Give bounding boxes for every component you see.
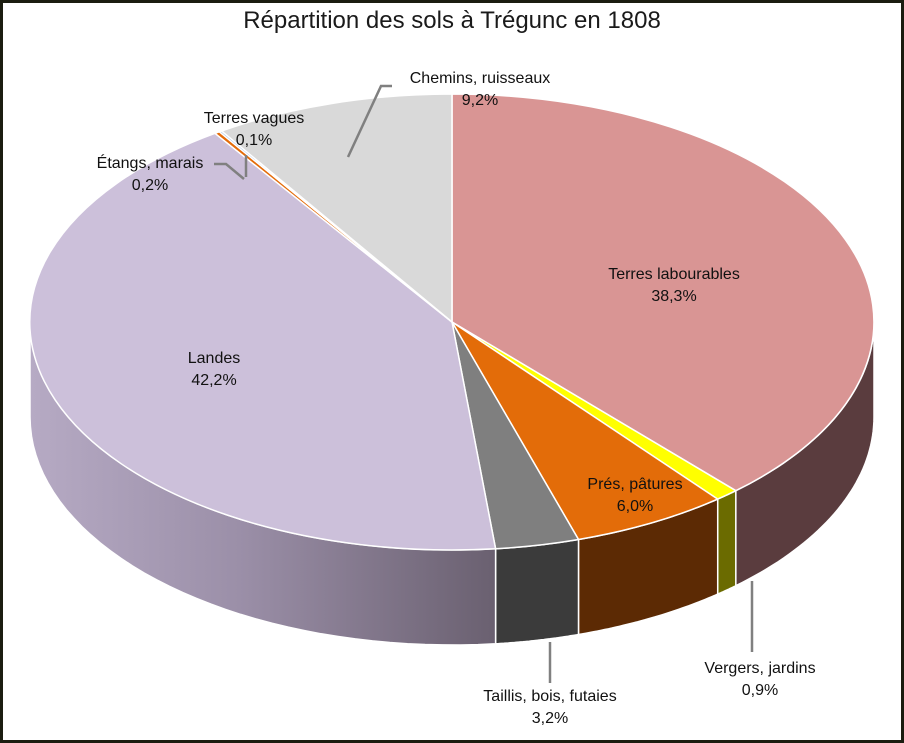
label-pct: 0,2% bbox=[131, 177, 169, 194]
pie-slice-terres-labourables bbox=[451, 93, 875, 492]
label-terres-labourables: Terres labourables 38,3% bbox=[608, 264, 740, 308]
leader-line-chemins bbox=[346, 84, 392, 158]
label-pres-patures: Prés, pâtures 6,0% bbox=[587, 474, 682, 518]
label-name: Chemins, ruisseaux bbox=[409, 70, 551, 87]
label-name: Vergers, jardins bbox=[704, 660, 816, 677]
pie-slice-chemins-ruisseaux bbox=[220, 93, 453, 323]
label-pct: 38,3% bbox=[651, 288, 697, 305]
pie-slice-prés-pâtures bbox=[451, 321, 719, 541]
label-name: Étangs, marais bbox=[96, 155, 204, 172]
pie-top-faces bbox=[29, 93, 875, 551]
label-name: Taillis, bois, futaies bbox=[483, 688, 617, 705]
label-pct: 6,0% bbox=[616, 498, 654, 515]
label-pct: 42,2% bbox=[191, 372, 237, 389]
label-landes: Landes 42,2% bbox=[188, 348, 241, 392]
label-name: Terres labourables bbox=[608, 266, 740, 283]
label-vergers-jardins: Vergers, jardins 0,9% bbox=[704, 658, 815, 702]
label-terres-vagues: Terres vagues 0,1% bbox=[204, 108, 305, 152]
label-taillis: Taillis, bois, futaies 3,2% bbox=[483, 686, 616, 730]
label-pct: 0,1% bbox=[235, 132, 273, 149]
pie-side-walls bbox=[29, 321, 875, 646]
label-name: Terres vagues bbox=[203, 110, 305, 127]
label-name: Landes bbox=[187, 350, 241, 367]
label-etangs-marais: Étangs, marais 0,2% bbox=[97, 153, 204, 197]
leader-lines bbox=[214, 84, 754, 683]
pie-side-3 bbox=[494, 538, 580, 645]
pie-slice-landes bbox=[29, 132, 497, 551]
label-pct: 9,2% bbox=[461, 92, 499, 109]
leader-line-etangs bbox=[214, 162, 245, 180]
pie-side-1 bbox=[716, 489, 737, 596]
label-chemins-ruisseaux: Chemins, ruisseaux 9,2% bbox=[410, 68, 551, 112]
label-pct: 3,2% bbox=[531, 710, 569, 727]
chart-title: Répartition des sols à Trégunc en 1808 bbox=[243, 7, 661, 34]
label-pct: 0,9% bbox=[741, 682, 779, 699]
label-name: Prés, pâtures bbox=[587, 476, 683, 493]
